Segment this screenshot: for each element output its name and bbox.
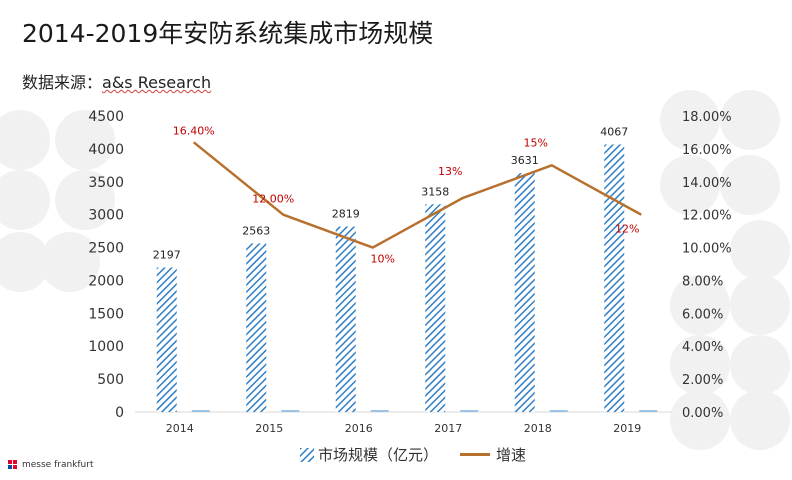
decorative-circle <box>55 170 115 230</box>
line-value-label: 12.00% <box>252 193 294 206</box>
data-source-name: a&s Research <box>102 73 212 92</box>
y-right-tick-label: 10.00% <box>682 242 732 257</box>
growth-line <box>192 141 642 249</box>
bar <box>335 226 356 412</box>
x-tick-label: 2018 <box>524 422 552 435</box>
bar <box>514 173 535 412</box>
bar <box>425 204 446 412</box>
bar-sliver <box>549 410 568 412</box>
bar-value-label: 2563 <box>242 224 270 237</box>
y-left-tick-label: 3500 <box>88 175 124 191</box>
decorative-circle <box>660 90 720 150</box>
x-tick-label: 2015 <box>255 422 283 435</box>
x-tick-label: 2019 <box>613 422 641 435</box>
decorative-circle <box>730 390 790 450</box>
y-left-tick-label: 4500 <box>88 109 124 125</box>
decorative-circle <box>720 90 780 150</box>
bar-sliver <box>460 410 479 412</box>
decorative-circle <box>40 232 100 292</box>
y-left-tick-label: 3000 <box>88 208 124 224</box>
bar-value-label: 3631 <box>511 154 539 167</box>
bar <box>156 267 177 412</box>
decorative-circle <box>730 220 790 280</box>
y-right-tick-label: 16.00% <box>682 143 732 158</box>
bar-value-label: 2819 <box>332 208 360 221</box>
legend-line-swatch <box>460 453 491 456</box>
y-left-tick-label: 2500 <box>88 241 124 257</box>
chart-legend: 市场规模（亿元） 增速 <box>300 444 526 465</box>
y-right-tick-label: 0.00% <box>682 406 723 421</box>
logo-mark-icon <box>8 460 17 469</box>
y-right-tick-label: 8.00% <box>682 274 723 289</box>
bar <box>604 144 625 412</box>
y-left-tick-label: 500 <box>97 372 124 388</box>
decorative-circle <box>55 110 115 170</box>
y-left-tick-label: 0 <box>115 405 124 421</box>
y-left-tick-label: 4000 <box>88 142 124 158</box>
bar-value-label: 2197 <box>153 248 181 261</box>
y-right-tick-label: 12.00% <box>682 209 732 224</box>
bar-value-label: 3158 <box>421 185 449 198</box>
legend-line-label: 增速 <box>496 446 527 464</box>
bar-sliver <box>639 410 658 412</box>
decorative-circle <box>0 110 50 170</box>
bar-sliver <box>370 410 389 412</box>
y-left-tick-label: 2000 <box>88 273 124 289</box>
line-value-label: 16.40% <box>173 124 215 137</box>
legend-bar-swatch <box>300 447 314 462</box>
decorative-circle <box>0 170 50 230</box>
line-value-label: 15% <box>524 136 548 149</box>
decorative-circle <box>670 390 730 450</box>
decorative-circle <box>670 335 730 395</box>
data-source-label: 数据来源： <box>22 73 103 92</box>
logo-text: messe frankfurt <box>22 460 94 470</box>
y-right-tick-label: 18.00% <box>682 110 732 125</box>
brand-logo: messe frankfurt <box>8 460 93 470</box>
decorative-circle <box>730 275 790 335</box>
page-title: 2014-2019年安防系统集成市场规模 <box>22 19 434 48</box>
decorative-circle <box>660 155 720 215</box>
y-right-tick-label: 4.00% <box>682 340 723 355</box>
bar-value-label: 4067 <box>600 125 628 138</box>
decorative-circle <box>670 275 730 335</box>
line-value-label: 13% <box>438 165 462 178</box>
y-right-tick-label: 6.00% <box>682 307 723 322</box>
bar-sliver <box>191 410 210 412</box>
bar-sliver <box>281 410 300 412</box>
decorative-circle <box>730 335 790 395</box>
x-tick-label: 2016 <box>345 422 373 435</box>
y-right-tick-label: 2.00% <box>682 373 723 388</box>
legend-bar-label: 市场规模（亿元） <box>318 446 439 464</box>
y-right-tick-label: 14.00% <box>682 176 732 191</box>
x-tick-label: 2014 <box>166 422 194 435</box>
x-tick-label: 2017 <box>434 422 462 435</box>
decorative-circle <box>0 232 50 292</box>
data-source: 数据来源：a&s Research <box>22 69 211 93</box>
decorative-circle <box>720 155 780 215</box>
y-left-tick-label: 1500 <box>88 306 124 322</box>
bar <box>246 243 267 412</box>
line-value-label: 10% <box>371 253 395 266</box>
y-left-tick-label: 1000 <box>88 339 124 355</box>
line-value-label: 12% <box>615 223 639 236</box>
